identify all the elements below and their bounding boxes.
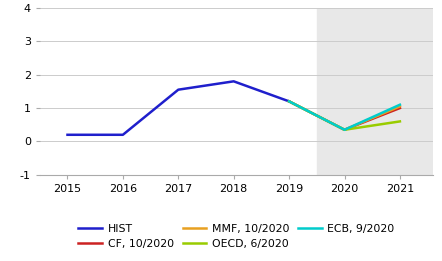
Bar <box>317 8 433 175</box>
Legend: HIST, CF, 10/2020, MMF, 10/2020, OECD, 6/2020, ECB, 9/2020: HIST, CF, 10/2020, MMF, 10/2020, OECD, 6… <box>79 224 394 249</box>
